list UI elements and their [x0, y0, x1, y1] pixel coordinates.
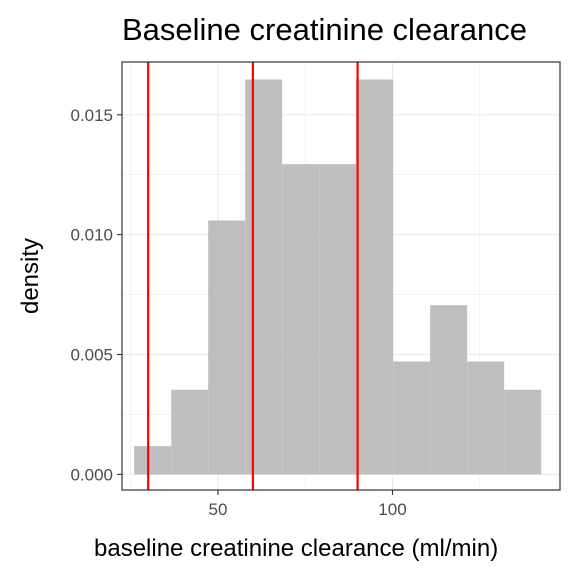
threshold-lines — [147, 62, 359, 490]
histogram-bar — [134, 446, 172, 475]
histogram-bar — [504, 389, 542, 475]
y-tick-label: 0.005 — [70, 346, 113, 365]
histogram-bars — [134, 79, 542, 475]
chart-title: Baseline creatinine clearance — [122, 12, 527, 47]
x-axis-title: baseline creatinine clearance (ml/min) — [94, 535, 498, 562]
x-tick-label: 50 — [209, 500, 228, 519]
x-tick-label: 100 — [378, 500, 406, 519]
x-axis-ticks: 50 100 — [209, 490, 407, 519]
histogram-bar — [282, 164, 320, 475]
histogram-bar — [245, 79, 283, 475]
y-tick-label: 0.000 — [70, 465, 113, 484]
histogram-bar — [393, 361, 431, 475]
histogram-bar — [208, 220, 246, 475]
panel-border — [121, 61, 561, 491]
y-axis-ticks: 0.000 0.005 0.010 0.015 — [70, 106, 122, 484]
y-tick-label: 0.010 — [70, 226, 113, 245]
histogram-bar — [356, 79, 394, 475]
histogram-bar — [319, 164, 357, 475]
histogram-bar — [467, 361, 505, 475]
histogram-bar — [171, 389, 209, 475]
y-tick-label: 0.015 — [70, 106, 113, 125]
histogram-bar — [430, 305, 468, 475]
y-axis-title: density — [17, 238, 44, 314]
